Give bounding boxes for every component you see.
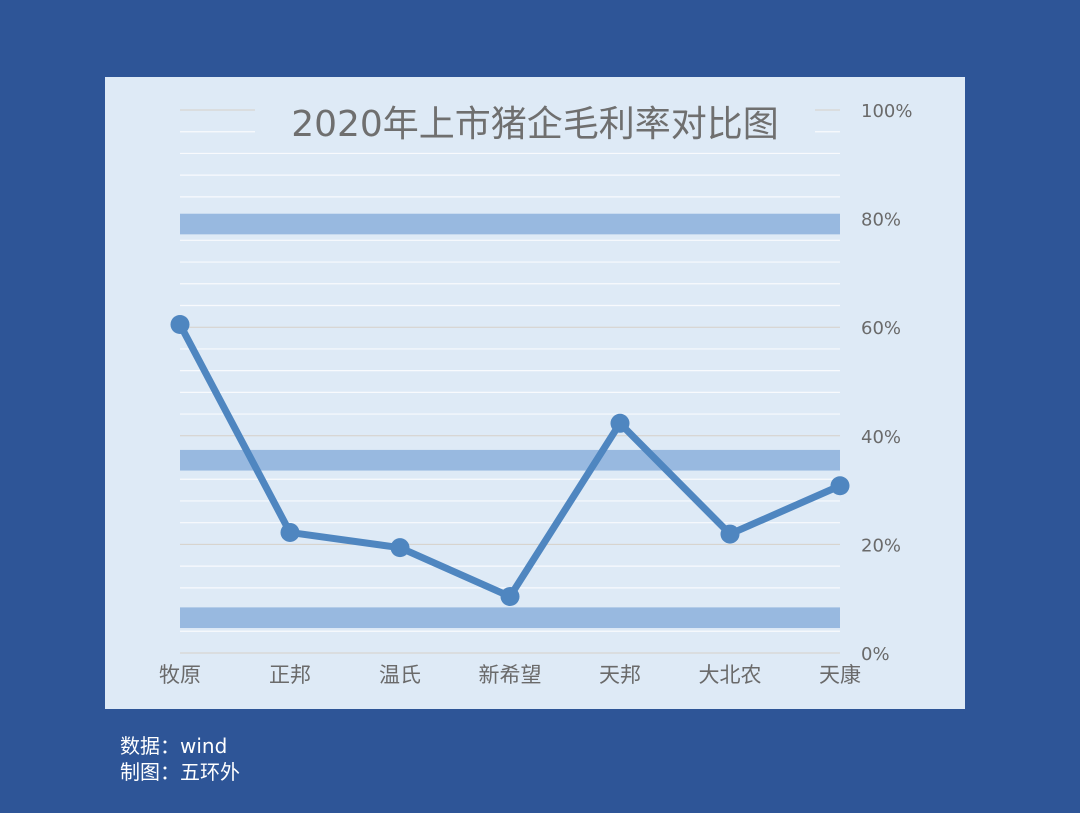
data-point bbox=[610, 413, 630, 433]
x-tick-label: 大北农 bbox=[699, 663, 762, 687]
chart-author-note: 制图：五环外 bbox=[120, 760, 240, 784]
title-background bbox=[255, 97, 815, 149]
x-tick-label: 天康 bbox=[819, 663, 861, 687]
data-point bbox=[720, 524, 740, 544]
x-tick-label: 温氏 bbox=[379, 663, 421, 687]
x-tick-label: 牧原 bbox=[159, 663, 201, 687]
grid-layer bbox=[180, 109, 840, 654]
y-tick-label: 40% bbox=[861, 427, 901, 448]
x-tick-label: 天邦 bbox=[599, 663, 641, 687]
data-point bbox=[170, 314, 190, 334]
x-tick-label: 正邦 bbox=[269, 663, 311, 687]
reference-band-layer bbox=[180, 213, 840, 629]
data-point bbox=[280, 522, 300, 542]
data-point bbox=[830, 476, 850, 496]
y-tick-label: 0% bbox=[861, 644, 890, 665]
y-tick-label: 20% bbox=[861, 535, 901, 556]
y-tick-label: 80% bbox=[861, 210, 901, 231]
y-tick-label: 100% bbox=[861, 101, 912, 122]
chart-panel: 0% 20% 40% 60% 80% 100% 牧原 正邦 温氏 新希望 天邦 大北农 天康 2020年… bbox=[105, 77, 965, 709]
data-point bbox=[390, 538, 410, 558]
chart-title: 2020年上市猪企毛利率对比图 bbox=[291, 104, 779, 145]
title-layer: 2020年上市猪企毛利率对比图 bbox=[255, 97, 815, 149]
reference-band bbox=[180, 449, 840, 471]
x-tick-label: 新希望 bbox=[479, 663, 542, 687]
line-chart: 0% 20% 40% 60% 80% 100% 牧原 正邦 温氏 新希望 天邦 大北农 天康 2020年… bbox=[159, 97, 912, 687]
reference-band bbox=[180, 607, 840, 629]
data-point bbox=[500, 587, 520, 607]
data-source-note: 数据：wind bbox=[120, 734, 228, 758]
reference-band bbox=[180, 213, 840, 235]
y-tick-label: 60% bbox=[861, 318, 901, 339]
axis-layer: 0% 20% 40% 60% 80% 100% 牧原 正邦 温氏 新希望 天邦 大北农 天康 bbox=[159, 101, 912, 687]
series-layer bbox=[170, 314, 850, 607]
